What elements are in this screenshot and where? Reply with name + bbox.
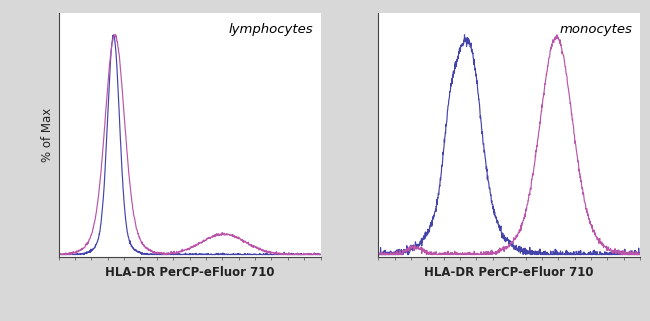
Text: monocytes: monocytes <box>560 22 632 36</box>
Text: lymphocytes: lymphocytes <box>228 22 313 36</box>
Y-axis label: % of Max: % of Max <box>42 108 55 162</box>
X-axis label: HLA-DR PerCP-eFluor 710: HLA-DR PerCP-eFluor 710 <box>105 266 274 279</box>
X-axis label: HLA-DR PerCP-eFluor 710: HLA-DR PerCP-eFluor 710 <box>424 266 594 279</box>
